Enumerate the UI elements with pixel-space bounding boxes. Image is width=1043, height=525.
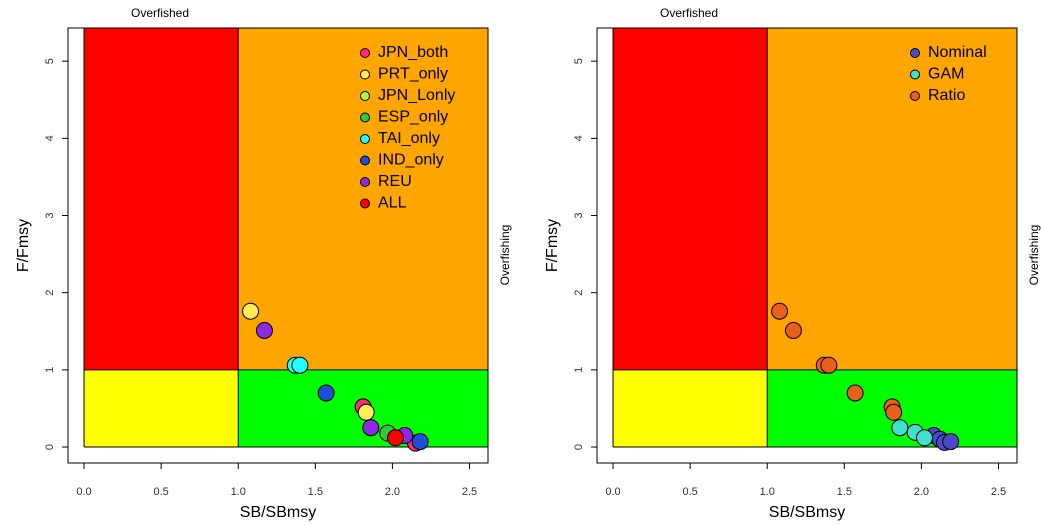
- quadrant: [84, 28, 239, 370]
- y-axis-title: F/Fmsy: [15, 219, 32, 272]
- legend-label: PRT_only: [378, 66, 448, 83]
- legend-marker: [360, 69, 370, 80]
- legend-marker: [360, 91, 370, 101]
- y-tick-label: 4: [44, 135, 56, 141]
- y-tick-label: 2: [44, 290, 56, 296]
- point: [317, 384, 335, 402]
- x-tick-label: 1.5: [837, 486, 852, 498]
- top-label: Overfished: [131, 6, 189, 20]
- plot-frame: [67, 27, 489, 464]
- y-tick-label: 1: [44, 367, 56, 373]
- point: [846, 384, 864, 402]
- x-tick-label: 0.5: [153, 486, 168, 498]
- x-tick-label: 1.5: [308, 486, 323, 498]
- legend-marker: [360, 177, 370, 187]
- x-tick-label: 0.0: [76, 486, 91, 498]
- legend-label: ESP_only: [378, 109, 448, 126]
- legend-label: TAI_only: [378, 130, 440, 147]
- quadrant: [613, 369, 768, 448]
- y-tick-label: 4: [573, 135, 585, 141]
- plot-frame: [596, 27, 1018, 464]
- x-tick-label: 1.0: [760, 486, 775, 498]
- point: [915, 429, 933, 447]
- point: [942, 433, 960, 451]
- y-tick-label: 5: [573, 58, 585, 64]
- legend-label: JPN_Lonly: [378, 87, 455, 104]
- y-tick-label: 1: [573, 367, 585, 373]
- legend-marker: [360, 155, 370, 166]
- quadrant: [613, 28, 768, 370]
- quadrant: [84, 369, 239, 448]
- legend-marker: [360, 198, 370, 209]
- y-tick-label: 2: [573, 290, 585, 296]
- legend-marker: [910, 91, 920, 101]
- x-tick-label: 1.0: [231, 486, 246, 498]
- right-label: Overfishing: [1027, 225, 1041, 286]
- x-tick-label: 0.0: [605, 486, 620, 498]
- right-label: Overfishing: [498, 225, 512, 286]
- legend-label: ALL: [378, 195, 407, 212]
- y-tick-label: 0: [573, 444, 585, 450]
- x-tick-label: 2.0: [914, 486, 929, 498]
- x-axis-title: SB/SBmsy: [769, 504, 845, 521]
- x-tick-label: 2.5: [462, 486, 477, 498]
- legend-label: IND_only: [378, 152, 444, 169]
- legend-label: JPN_both: [378, 44, 448, 61]
- point: [820, 356, 838, 374]
- point: [362, 419, 380, 437]
- legend-marker: [910, 48, 920, 58]
- x-tick-label: 2.5: [991, 486, 1006, 498]
- legend-label: Nominal: [928, 44, 987, 61]
- x-axis-title: SB/SBmsy: [240, 504, 316, 521]
- legend-label: REU: [378, 173, 412, 190]
- legend-label: GAM: [928, 66, 964, 83]
- point: [891, 419, 909, 437]
- y-tick-label: 0: [44, 444, 56, 450]
- y-tick-label: 5: [44, 58, 56, 64]
- point: [357, 403, 375, 421]
- point: [291, 356, 309, 374]
- point: [242, 302, 260, 320]
- point: [386, 429, 404, 447]
- legend-marker: [360, 112, 370, 123]
- point: [771, 302, 789, 320]
- point: [255, 322, 273, 340]
- legend-marker: [910, 69, 920, 80]
- y-tick-label: 3: [44, 212, 56, 218]
- x-tick-label: 0.5: [682, 486, 697, 498]
- legend-marker: [360, 134, 370, 144]
- y-tick-label: 3: [573, 212, 585, 218]
- y-axis-title: F/Fmsy: [544, 219, 561, 272]
- x-tick-label: 2.0: [385, 486, 400, 498]
- legend-marker: [360, 48, 370, 58]
- top-label: Overfished: [660, 6, 718, 20]
- point: [411, 433, 429, 451]
- point: [784, 322, 802, 340]
- point: [885, 403, 903, 421]
- quadrant: [767, 28, 1017, 370]
- legend-label: Ratio: [928, 87, 965, 104]
